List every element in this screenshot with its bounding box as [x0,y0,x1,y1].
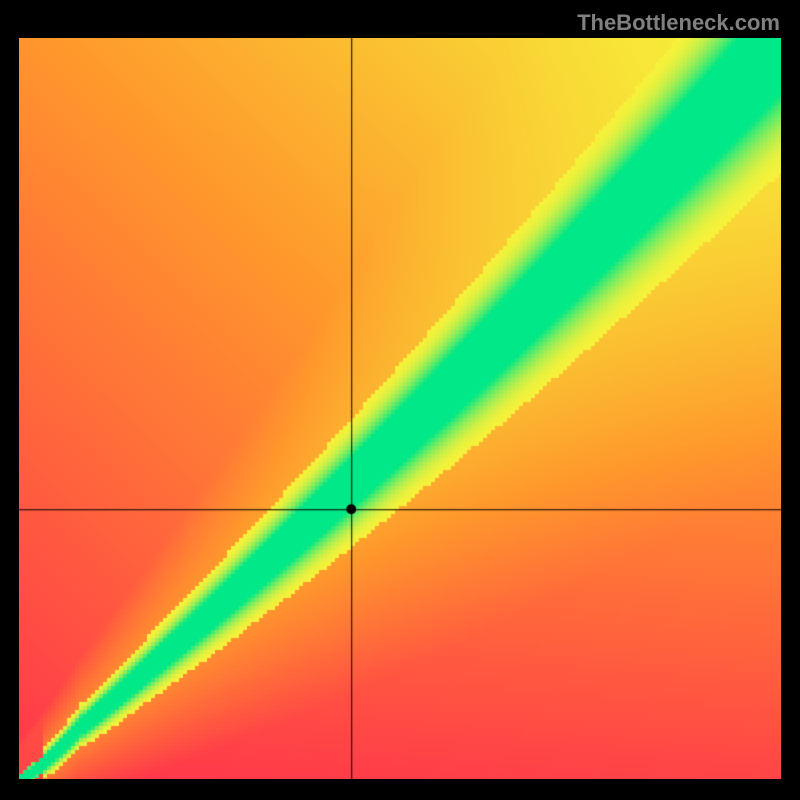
heatmap-canvas [19,38,781,779]
watermark-text: TheBottleneck.com [577,10,780,36]
heatmap-plot [19,38,781,779]
